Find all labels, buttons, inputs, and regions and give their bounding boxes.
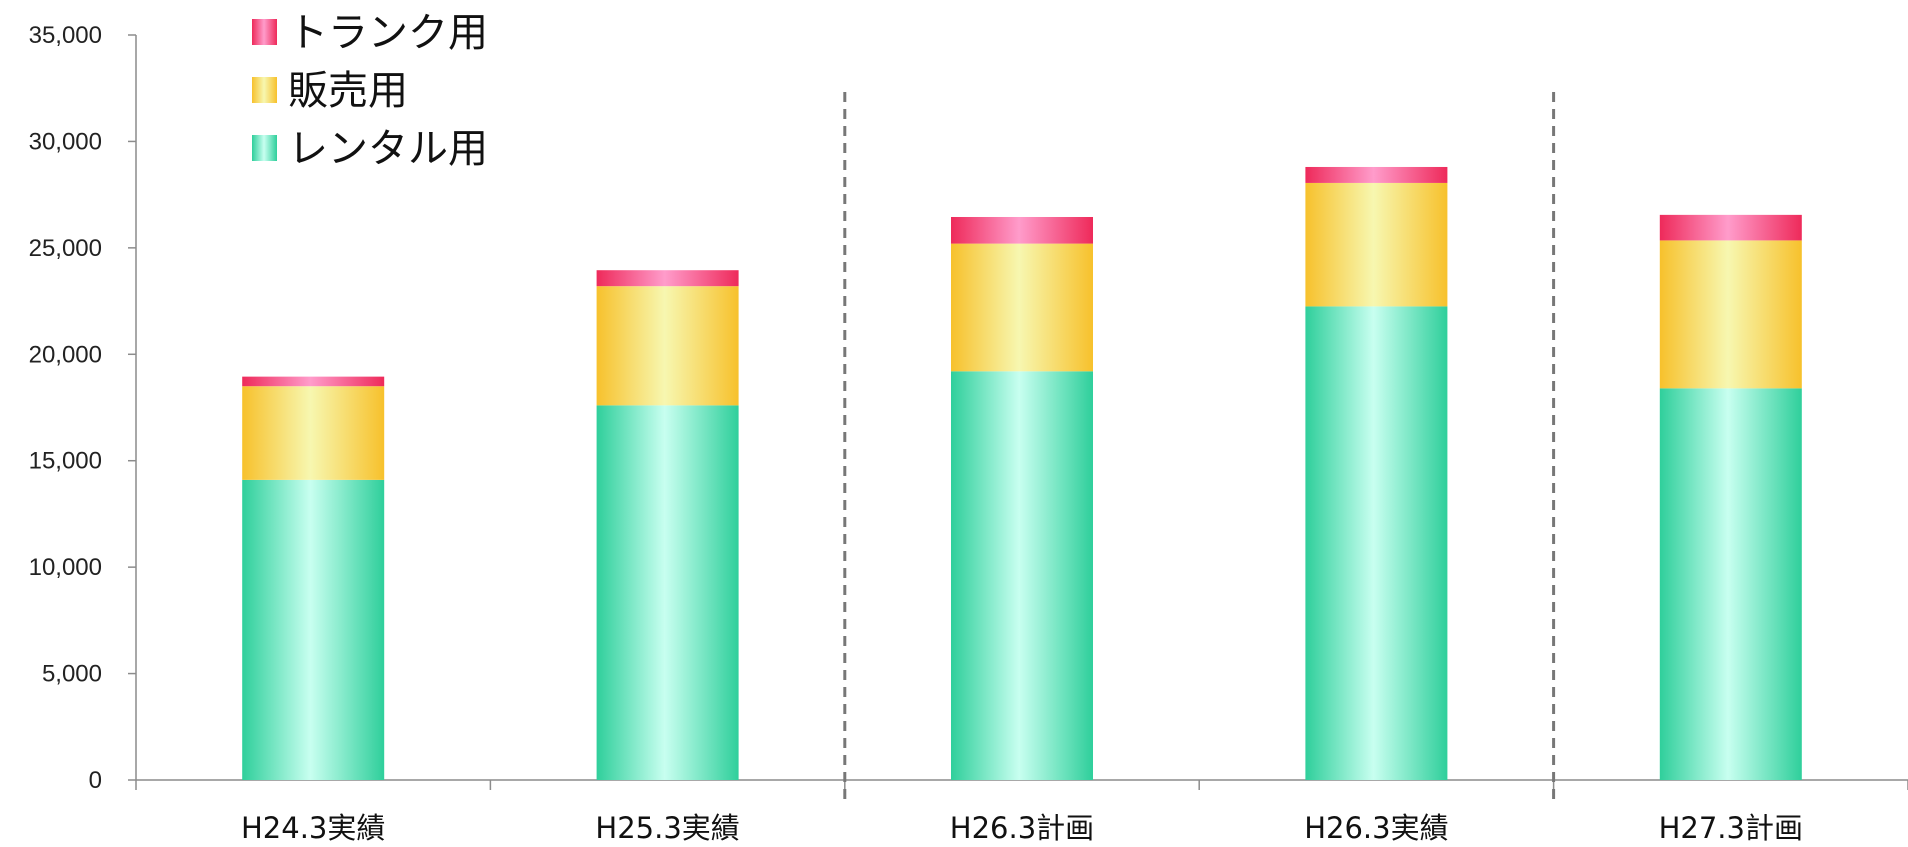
legend-label: 販売用 bbox=[288, 68, 408, 114]
legend-label: トランク用 bbox=[288, 10, 488, 56]
y-tick-label: 20,000 bbox=[29, 341, 102, 368]
bar-segment-rental bbox=[951, 371, 1093, 780]
x-category-label: H25.3実績 bbox=[595, 811, 739, 845]
x-category-label: H27.3計画 bbox=[1659, 811, 1803, 845]
x-tick-labels: H24.3実績 H25.3実績 H26.3計画 H26.3実績 H27.3計画 bbox=[241, 811, 1803, 845]
y-tick-label: 0 bbox=[89, 767, 102, 794]
legend-swatch bbox=[252, 19, 277, 45]
legend-swatch bbox=[252, 77, 277, 103]
y-tick-label: 35,000 bbox=[29, 22, 102, 49]
y-tick-labels: 0 5,000 10,000 15,000 20,000 25,000 30,000 35,0… bbox=[29, 22, 102, 794]
y-tick-label: 5,000 bbox=[42, 661, 102, 688]
x-category-label: H26.3実績 bbox=[1304, 811, 1448, 845]
bar-segment-sales bbox=[1305, 182, 1448, 307]
legend-label: レンタル用 bbox=[288, 126, 488, 172]
bar-segment-trunk bbox=[1659, 214, 1802, 241]
bar-segment-trunk bbox=[951, 216, 1093, 244]
bar-segment-trunk bbox=[242, 376, 385, 387]
bar-segment-sales bbox=[596, 286, 739, 406]
x-axis: H24.3実績 H25.3実績 H26.3計画 H26.3実績 H27.3計画 bbox=[135, 779, 1908, 845]
y-tick-label: 30,000 bbox=[29, 128, 102, 155]
legend-swatch bbox=[252, 135, 277, 161]
y-tick-label: 25,000 bbox=[29, 235, 102, 262]
bar-segment-rental bbox=[242, 479, 385, 780]
bar-segment-trunk bbox=[596, 270, 739, 287]
bar-segment-sales bbox=[951, 243, 1093, 372]
bar-segment-sales bbox=[1659, 240, 1802, 389]
y-tick-label: 10,000 bbox=[29, 554, 102, 581]
y-tick-label: 15,000 bbox=[29, 448, 102, 475]
bar-segment-sales bbox=[242, 386, 385, 480]
bar-segment-rental bbox=[1305, 306, 1448, 780]
x-category-label: H26.3計画 bbox=[950, 811, 1094, 845]
y-axis: 0 5,000 10,000 15,000 20,000 25,000 30,000 35,0… bbox=[29, 22, 137, 794]
bars bbox=[242, 166, 1802, 780]
bar-segment-rental bbox=[1659, 388, 1802, 780]
bar-segment-rental bbox=[596, 405, 739, 780]
x-category-label: H24.3実績 bbox=[241, 811, 385, 845]
x-tick-marks bbox=[135, 780, 1908, 790]
bar-segment-trunk bbox=[1305, 166, 1448, 183]
y-tick-marks bbox=[128, 34, 136, 781]
